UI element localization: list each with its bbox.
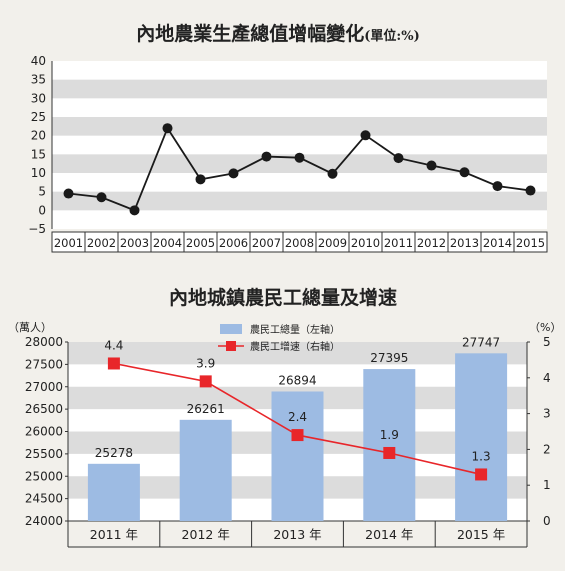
chart2-right-tick-label: 0	[543, 514, 551, 528]
chart2-bar	[87, 463, 140, 521]
chart2-x-tick-label: 2012 年	[182, 527, 230, 542]
chart1-title: 內地農業生產總值增幅變化(單位:%)	[136, 22, 419, 45]
chart1-data-point	[63, 188, 74, 199]
legend-line-label: 農民工增速（右軸）	[250, 340, 340, 353]
chart1-x-tick-label: 2012	[417, 236, 446, 250]
chart2-x-tick-label: 2014 年	[365, 527, 413, 542]
chart2-left-tick-label: 26000	[25, 425, 63, 439]
chart1-y-tick-label: 30	[31, 91, 46, 105]
chart1-data-point	[195, 174, 206, 185]
chart2-growth-marker	[291, 429, 304, 442]
chart1-x-tick-label: 2002	[87, 236, 116, 250]
chart1-x-tick-label: 2013	[450, 236, 479, 250]
chart1-data-point	[360, 130, 371, 141]
chart1-x-tick-label: 2008	[285, 236, 314, 250]
chart1-data-point	[162, 123, 173, 134]
chart1-y-tick-label: 15	[31, 147, 46, 161]
chart1-data-point	[393, 153, 404, 164]
chart2-title: 內地城鎮農民工總量及增速	[169, 286, 397, 309]
chart1-data-point	[327, 168, 338, 179]
chart1-y-tick-label: 0	[38, 203, 46, 217]
chart2-growth-label: 4.4	[104, 338, 123, 352]
chart2-x-tick-label: 2015 年	[457, 527, 505, 542]
chart2-bar-label: 27747	[462, 335, 500, 349]
chart2-growth-label: 2.4	[288, 410, 307, 424]
chart1-x-tick-label: 2014	[483, 236, 512, 250]
chart2-left-tick-label: 25000	[25, 469, 63, 483]
chart2-growth-marker	[383, 446, 396, 459]
chart1-y-tick-label: 20	[31, 129, 46, 143]
chart1-grid-band	[52, 191, 547, 211]
chart1-y-tick-label: 5	[38, 185, 46, 199]
chart1-y-tick-label: −5	[28, 222, 46, 236]
chart2-growth-marker	[475, 468, 488, 481]
chart2-left-tick-label: 27500	[25, 357, 63, 371]
legend-bar-label: 農民工總量（左軸）	[250, 323, 340, 336]
chart1-x-tick-label: 2005	[186, 236, 215, 250]
chart1-data-point	[129, 205, 140, 216]
chart2-growth-label: 1.3	[472, 449, 491, 463]
legend-line-marker	[226, 341, 236, 351]
chart1-data-point	[261, 151, 272, 162]
chart1-data-point	[492, 181, 503, 192]
chart2-right-tick-label: 5	[543, 335, 551, 349]
chart1-x-tick-label: 2009	[318, 236, 347, 250]
chart1-x-tick-label: 2004	[153, 236, 182, 250]
chart2-growth-label: 1.9	[380, 428, 399, 442]
chart2-grid-band	[68, 342, 527, 365]
chart1-data-point	[96, 192, 107, 203]
chart2-left-tick-label: 24000	[25, 514, 63, 528]
chart1-grid-band	[52, 117, 547, 136]
chart1-x-tick-label: 2003	[120, 236, 149, 250]
chart1-x-axis-box	[51, 231, 548, 253]
chart2-growth-label: 3.9	[196, 356, 215, 370]
chart2-right-tick-label: 2	[543, 442, 551, 456]
chart1-data-point	[459, 167, 470, 178]
chart2-left-tick-label: 24500	[25, 492, 63, 506]
chart1-data-point	[228, 168, 239, 179]
chart1-y-tick-label: 35	[31, 73, 46, 87]
chart2-left-tick-label: 26500	[25, 402, 63, 416]
chart2-bar-label: 27395	[370, 351, 408, 365]
chart1-x-tick-label: 2010	[351, 236, 380, 250]
chart2-right-unit: （%）	[529, 321, 561, 334]
chart2-growth-marker	[199, 375, 212, 388]
chart1-title-unit: (單位:%)	[364, 28, 419, 44]
chart1-x-tick-label: 2007	[252, 236, 281, 250]
chart2-left-tick-label: 25500	[25, 447, 63, 461]
chart1-data-point	[525, 185, 536, 196]
chart1-data-point	[426, 160, 437, 171]
chart2-bar-label: 26261	[187, 402, 225, 416]
chart2-x-tick-label: 2011 年	[90, 527, 138, 542]
chart1-grid-band	[52, 79, 547, 99]
chart1-y-tick-label: 40	[31, 54, 46, 68]
chart1-x-tick-label: 2001	[54, 236, 83, 250]
chart1-x-tick-label: 2015	[516, 236, 545, 250]
chart2-right-tick-label: 4	[543, 371, 551, 385]
chart1-title-main: 內地農業生產總值增幅變化	[136, 22, 364, 45]
chart2-x-tick-label: 2013 年	[273, 527, 321, 542]
chart1-x-tick-label: 2011	[384, 236, 413, 250]
chart2-bar	[271, 391, 324, 521]
chart2-left-tick-label: 28000	[25, 335, 63, 349]
chart2-bar	[455, 353, 508, 521]
chart2-right-tick-label: 1	[543, 478, 551, 492]
chart2-bar-label: 26894	[278, 373, 316, 387]
chart2-right-tick-label: 3	[543, 407, 551, 421]
chart2-left-unit: （萬人）	[8, 321, 52, 334]
chart1-y-tick-label: 10	[31, 166, 46, 180]
legend-bar-swatch	[220, 324, 242, 334]
chart1-y-tick-label: 25	[31, 110, 46, 124]
chart1-x-tick-label: 2006	[219, 236, 248, 250]
chart1-data-point	[294, 152, 305, 163]
chart1-grid-band	[52, 154, 547, 173]
chart2-bar	[363, 369, 416, 521]
chart2-bar-label: 25278	[95, 446, 133, 460]
chart2-left-tick-label: 27000	[25, 380, 63, 394]
chart2-growth-marker	[107, 357, 120, 370]
chart2-bar	[179, 419, 232, 521]
